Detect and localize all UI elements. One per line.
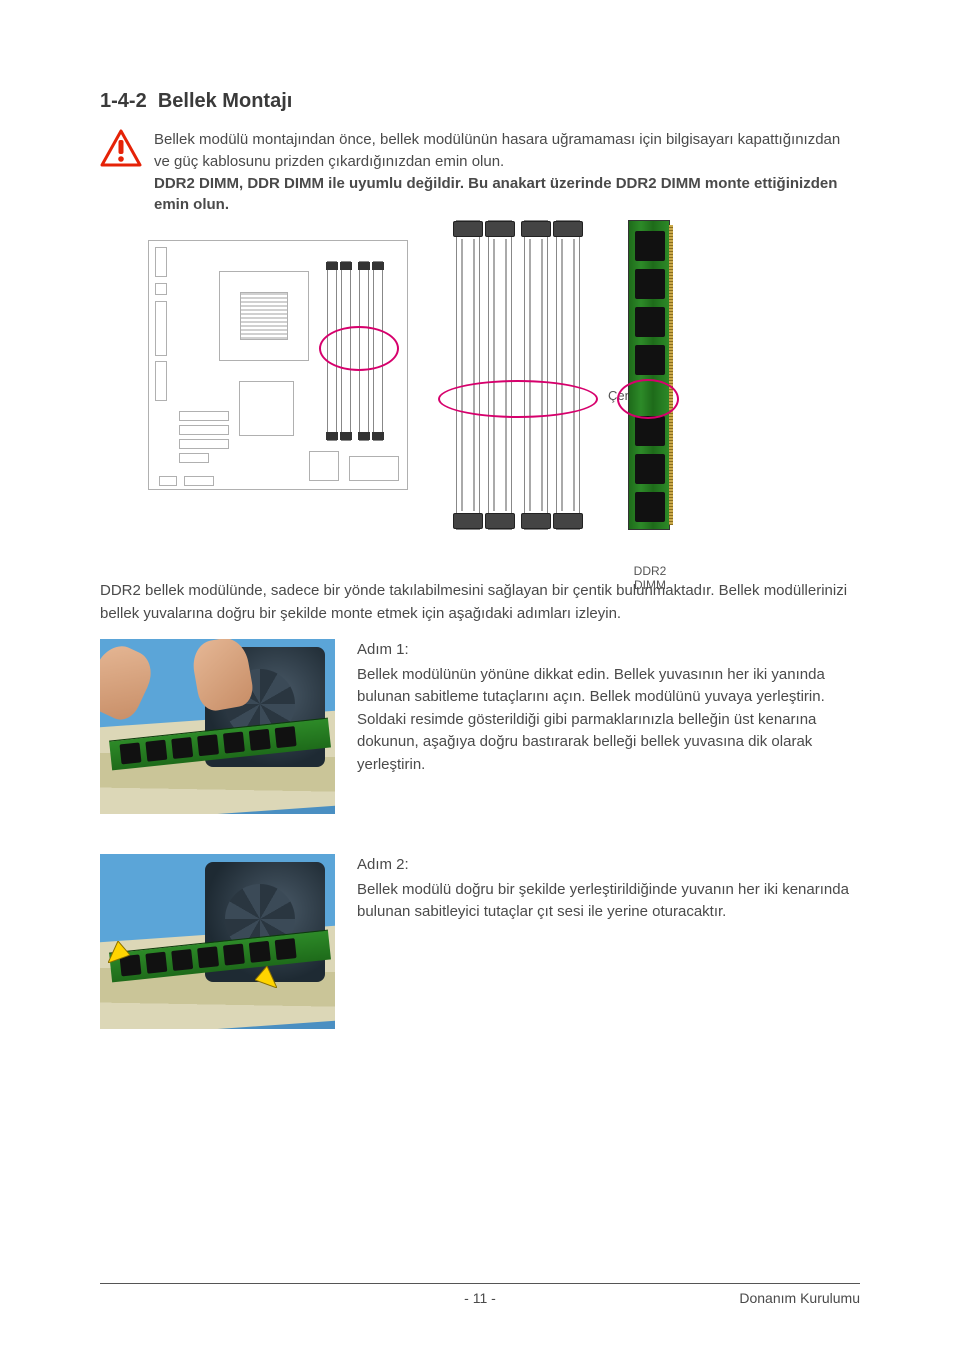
step2-photo [100,854,335,1029]
warning-icon [100,129,142,216]
step2-body: Bellek modülü doğru bir şekilde yerleşti… [357,881,849,921]
step2-label: Adım 2: [357,854,860,877]
section-name: Bellek Montajı [158,90,292,112]
ddr2-module-photo [628,220,670,530]
step2-block: Adım 2: Bellek modülü doğru bir şekilde … [100,854,860,1029]
footer-section: Donanım Kurulumu [739,1290,860,1306]
page-number: - 11 - [464,1290,496,1306]
arrow-left-icon [108,941,126,959]
step2-text: Adım 2: Bellek modülü doğru bir şekilde … [357,854,860,1029]
ddr2-module-column: DDR2 DIMM [628,240,670,530]
module-notch-highlight [617,379,679,419]
intro-paragraph: DDR2 bellek modülünde, sadece bir yönde … [100,580,860,625]
page-footer: - 11 - Donanım Kurulumu [100,1283,860,1306]
step1-text: Adım 1: Bellek modülünün yönüne dikkat e… [357,639,860,814]
warning-block: Bellek modülü montajından önce, bellek m… [100,129,860,216]
dimm-highlight-ellipse [319,326,399,371]
motherboard-schematic [148,240,408,490]
arrow-right-icon [255,966,273,984]
dimm-slots-detail: Çentik [448,220,588,530]
warning-line1: Bellek modülü montajından önce, bellek m… [154,131,840,170]
step1-photo [100,639,335,814]
step1-block: Adım 1: Bellek modülünün yönüne dikkat e… [100,639,860,814]
warning-text: Bellek modülü montajından önce, bellek m… [154,129,860,216]
section-title: 1-4-2 Bellek Montajı [100,90,860,113]
section-number: 1-4-2 [100,90,147,112]
ddr2-caption: DDR2 DIMM [620,564,680,592]
diagram-row: Çentik DDR2 DIMM [148,240,860,530]
step1-label: Adım 1: [357,639,860,662]
cpu-socket [219,271,309,361]
notch-highlight [438,380,598,418]
warning-line2: DDR2 DIMM, DDR DIMM ile uyumlu değildir.… [154,175,837,214]
step1-body: Bellek modülünün yönüne dikkat edin. Bel… [357,666,825,773]
